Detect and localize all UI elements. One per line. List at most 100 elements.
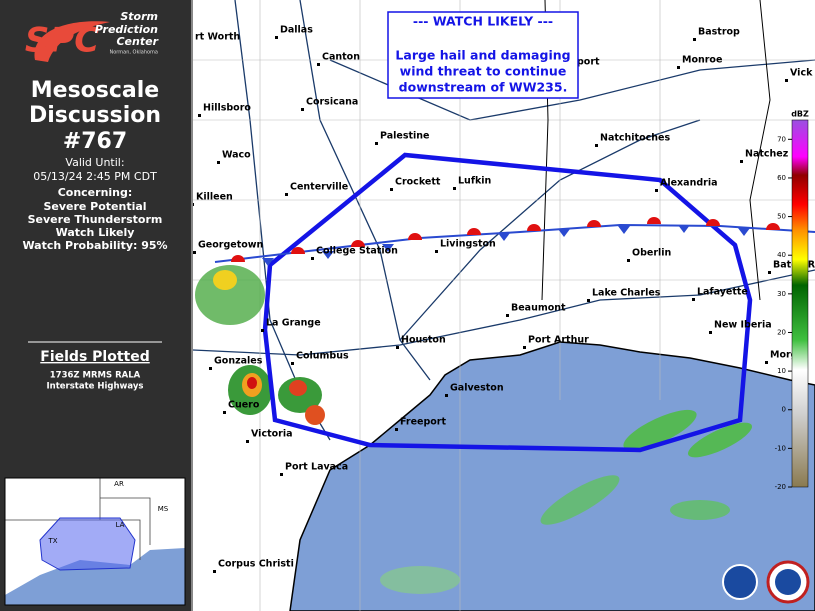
logo-text: Center [116,35,158,48]
watch-outline [262,152,753,453]
city-label: Natchez [745,149,789,160]
cold-front-tooth [262,258,274,266]
city-label: Victoria [251,429,293,440]
colorbar-tick-label: 70 [777,135,786,143]
watch-text: wind threat to continue [400,64,567,79]
city-label: Palestine [380,131,429,142]
warm-front-bump [706,219,720,226]
city-label: Hillsboro [203,103,251,114]
city-label: Lafayette [697,287,748,298]
inset-map [5,478,185,605]
city-label: Morga [770,350,804,361]
city-label: Cuero [228,400,260,411]
valid-line: 05/13/24 2:45 PM CDT [33,170,157,183]
warm-front-bump [647,217,661,224]
valid-line: Valid Until: [65,156,124,169]
logo-swoosh [34,21,111,62]
city-label: Crockett [395,177,441,188]
watch-box [387,11,579,99]
city-dot [280,473,283,476]
city-dot [291,362,294,365]
concerning-line: Severe Potential [43,200,146,213]
city-label: College Station [316,246,398,257]
inset-label: MS [158,505,169,513]
title-line: Discussion [29,103,161,128]
colorbar-tick-label: -20 [775,483,786,491]
city-dot [709,331,712,334]
city-label: Oberlin [632,248,672,259]
city-dot [311,257,314,260]
city-label: Lake Charles [592,288,661,299]
city-label: Bastrop [698,27,740,38]
city-label: Natchitoches [600,133,670,144]
concerning-line: Watch Likely [56,226,135,239]
warm-front-bump [766,223,780,230]
city-dot [275,36,278,39]
city-label: Vick [790,68,813,79]
city-label: Georgetown [198,240,264,251]
city-dot [193,203,194,206]
city-label: Killeen [196,192,233,203]
colorbar-title: dBZ [791,110,809,119]
logo-mark: SPC [25,21,99,61]
watch-text: --- WATCH LIKELY --- [413,14,553,29]
city-dot [595,144,598,147]
warm-front-bump [408,233,422,240]
colorbar-tick-label: 50 [777,213,786,221]
logo-text: Prediction [95,23,158,36]
city-label: Dallas [280,25,313,36]
cold-front-tooth [322,251,334,259]
city-dot [765,361,768,364]
warm-front-bump [467,228,481,235]
city-label: Corpus Christi [218,559,294,570]
city-dot [453,187,456,190]
cold-front-tooth [382,244,394,252]
fields-line: 1736Z MRMS RALA [50,371,141,381]
colorbar-tick-label: 10 [777,367,786,375]
warm-front-bump [587,220,601,227]
inset-label: TX [47,537,57,545]
city-dot [693,38,696,41]
warm-front-bump [291,247,305,254]
city-label: Canton [322,52,360,63]
city-dot [285,193,288,196]
city-label: Columbus [296,351,349,362]
city-label: Monroe [682,55,722,66]
city-label: Lufkin [458,176,492,187]
city-label: Alexandria [660,178,718,189]
colorbar [791,119,809,488]
city-label: New Iberia [714,320,772,331]
city-dot [768,271,771,274]
divider [191,0,193,611]
city-dot [506,314,509,317]
city-dot [193,251,196,254]
nws-logo-core [775,569,801,595]
concerning-line: Watch Probability: 95% [22,239,167,252]
city-label: Livingston [440,239,496,250]
inset-frame [4,477,186,606]
city-label: Corsicana [306,97,358,108]
city-dot [395,428,398,431]
city-label: Port Lavaca [285,462,348,473]
city-dot [740,160,743,163]
colorbar-tick-label: 0 [782,406,786,414]
warm-front-bump [351,240,365,247]
cold-front-tooth [738,228,750,236]
city-dot [627,259,630,262]
city-dot [445,394,448,397]
concerning-line: Concerning: [58,186,133,199]
city-dot [209,367,212,370]
city-dot [217,161,220,164]
city-dot [246,440,249,443]
city-dot [523,346,526,349]
city-dot [317,63,320,66]
city-dot [396,346,399,349]
city-dot [261,329,264,332]
cold-front-tooth [678,225,690,233]
city-dot [375,142,378,145]
logo-text: Storm [120,10,158,23]
city-dot [587,299,590,302]
colorbar-tick-label: -10 [775,444,786,452]
city-label: Beaumont [511,303,566,314]
